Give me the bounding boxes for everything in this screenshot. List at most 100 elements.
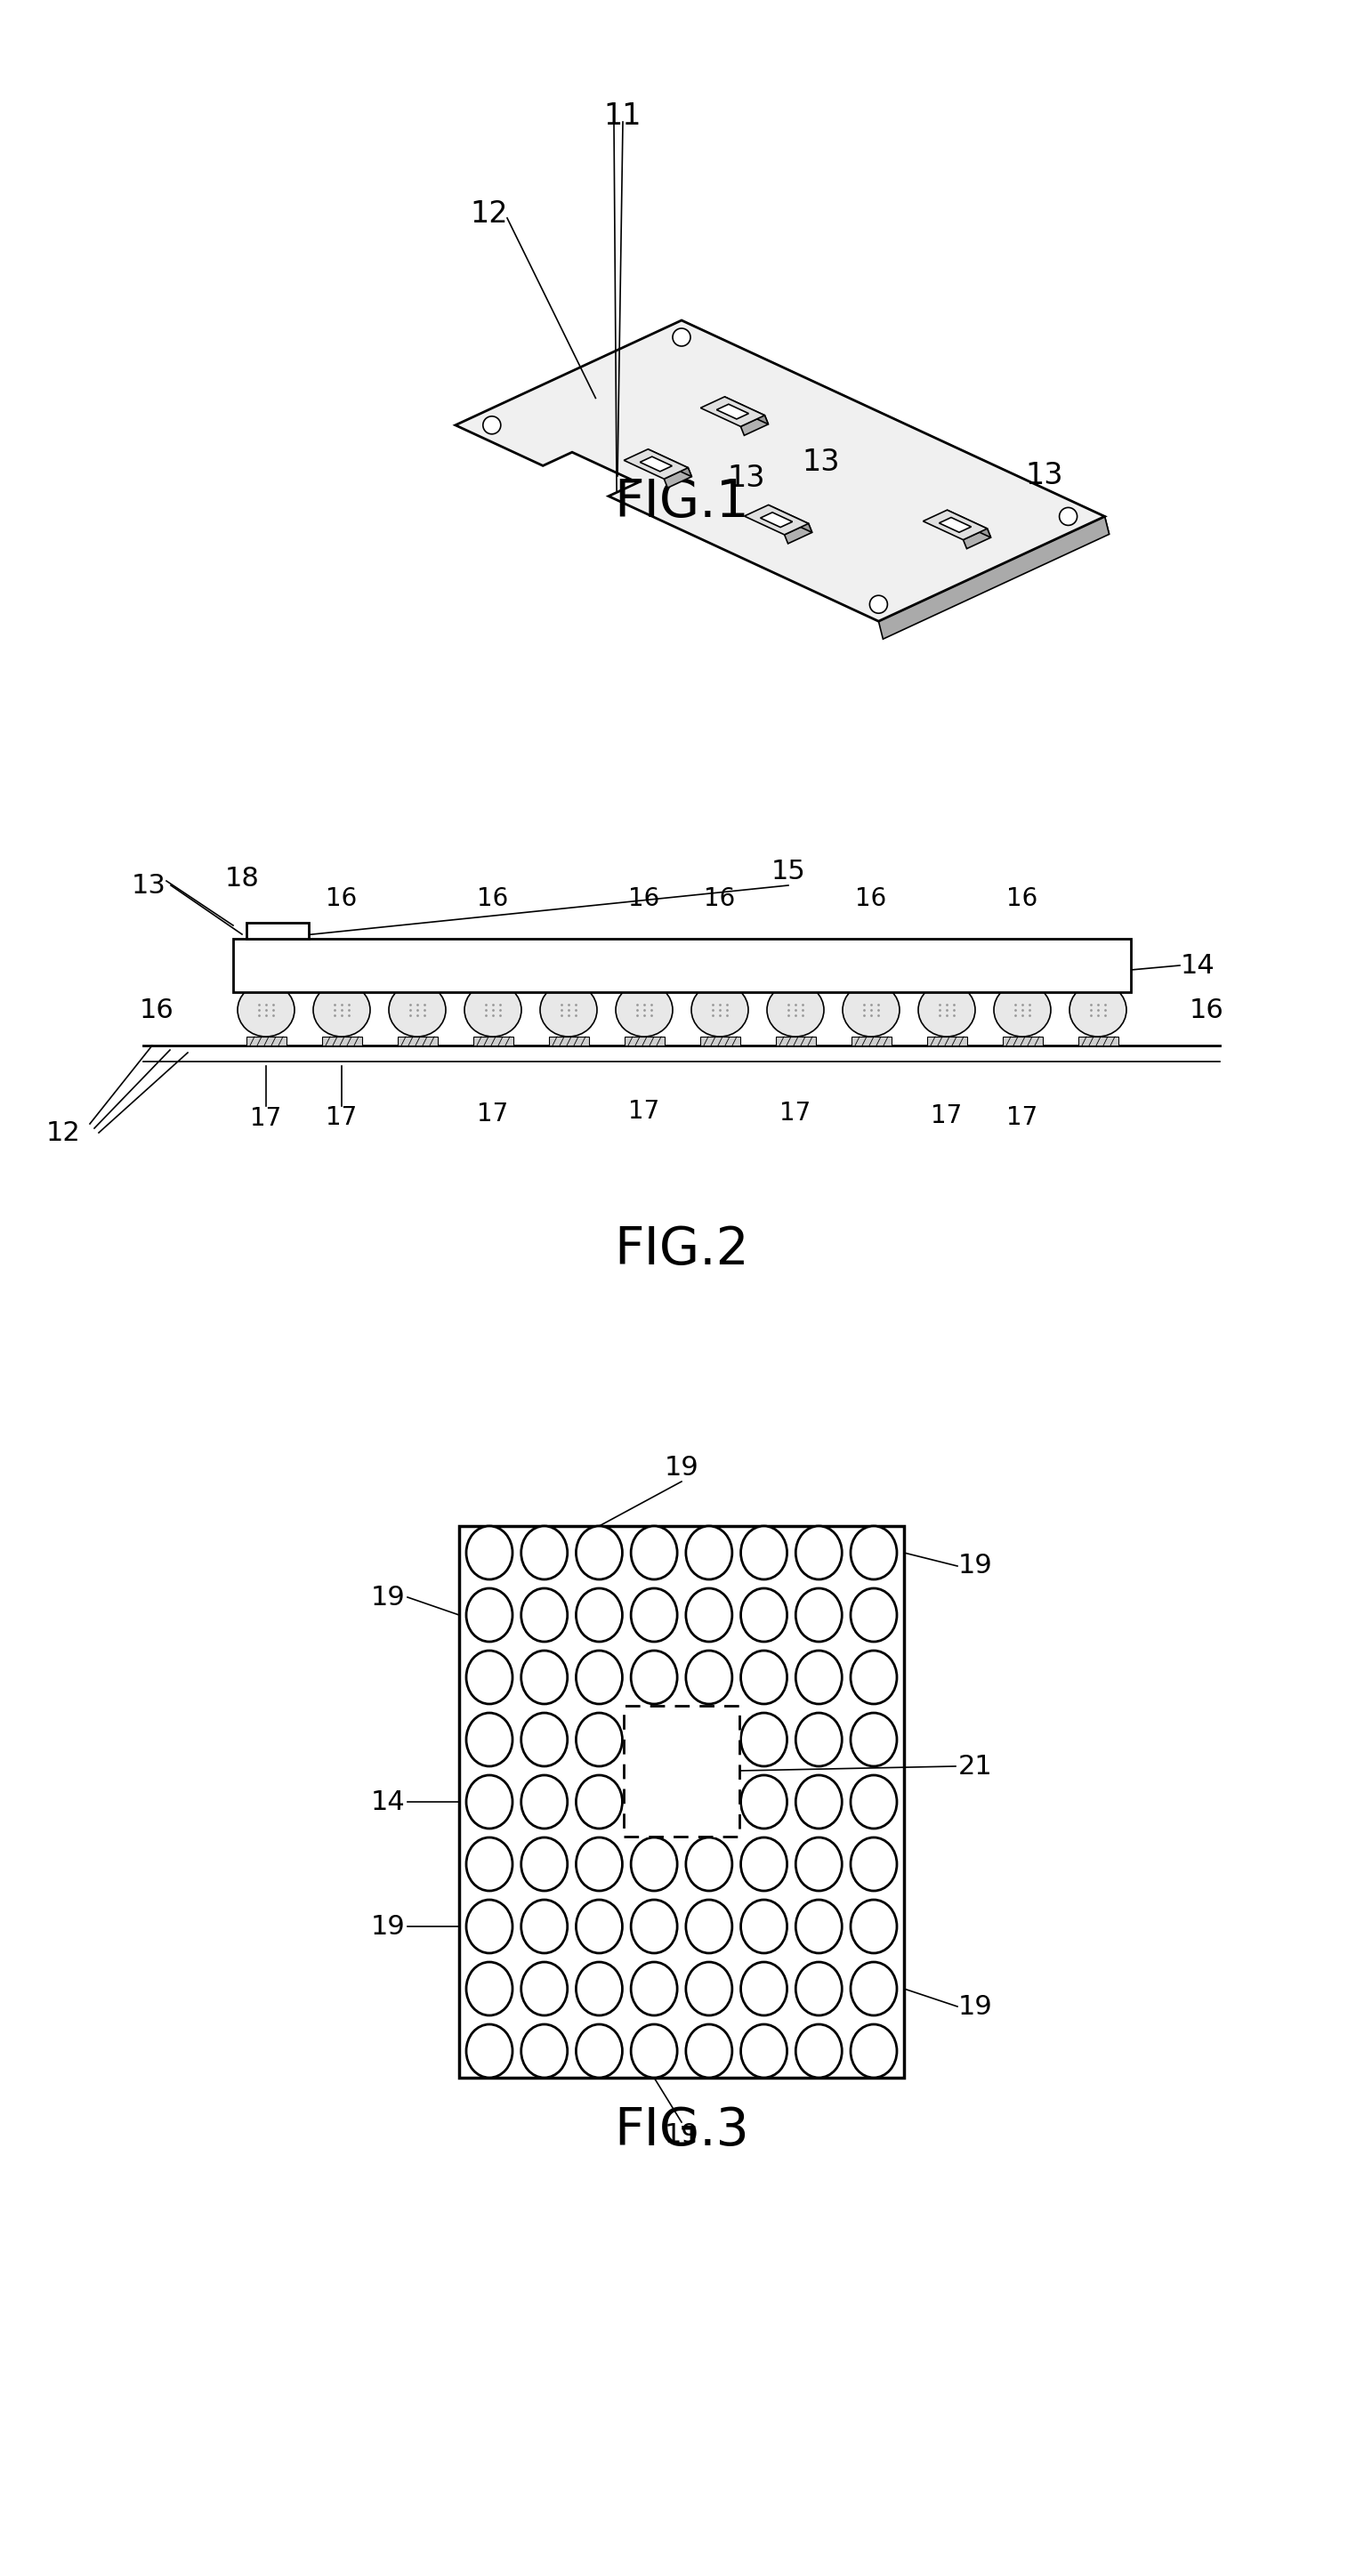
Ellipse shape [521, 1525, 567, 1579]
Text: 17: 17 [1007, 1105, 1038, 1131]
Ellipse shape [741, 1713, 787, 1767]
Ellipse shape [632, 1713, 678, 1767]
FancyBboxPatch shape [1079, 1036, 1118, 1046]
FancyBboxPatch shape [247, 922, 308, 938]
Ellipse shape [851, 2025, 898, 2079]
FancyBboxPatch shape [776, 1036, 816, 1046]
Ellipse shape [466, 1525, 513, 1579]
Ellipse shape [576, 2025, 622, 2079]
Ellipse shape [576, 1837, 622, 1891]
Text: 14: 14 [1180, 953, 1215, 979]
Polygon shape [938, 518, 971, 533]
Ellipse shape [851, 1899, 898, 1953]
Ellipse shape [779, 1025, 812, 1036]
Polygon shape [768, 505, 812, 533]
Ellipse shape [632, 1589, 678, 1641]
FancyBboxPatch shape [928, 1036, 967, 1046]
FancyBboxPatch shape [623, 1705, 739, 1837]
Ellipse shape [576, 1651, 622, 1703]
FancyBboxPatch shape [460, 1525, 904, 2079]
Text: FIG.1: FIG.1 [614, 477, 749, 528]
Ellipse shape [795, 1713, 842, 1767]
Ellipse shape [540, 984, 597, 1036]
Ellipse shape [851, 1651, 898, 1703]
Text: 19: 19 [664, 1455, 698, 1481]
Ellipse shape [741, 2025, 787, 2079]
Text: 19: 19 [958, 1994, 993, 2020]
FancyBboxPatch shape [322, 1036, 361, 1046]
Ellipse shape [250, 1025, 282, 1036]
Ellipse shape [741, 1651, 787, 1703]
Ellipse shape [795, 2025, 842, 2079]
Ellipse shape [795, 1589, 842, 1641]
Ellipse shape [615, 984, 672, 1036]
Ellipse shape [686, 2025, 732, 2079]
Ellipse shape [521, 1713, 567, 1767]
Ellipse shape [994, 984, 1050, 1036]
Polygon shape [745, 505, 809, 536]
Ellipse shape [521, 1775, 567, 1829]
Ellipse shape [855, 1025, 887, 1036]
Ellipse shape [465, 984, 521, 1036]
Text: 21: 21 [958, 1754, 993, 1780]
Ellipse shape [629, 1025, 660, 1036]
Ellipse shape [767, 984, 824, 1036]
Ellipse shape [576, 1589, 622, 1641]
Ellipse shape [466, 1589, 513, 1641]
Polygon shape [784, 523, 812, 544]
Text: 19: 19 [371, 1584, 405, 1610]
Text: 16: 16 [704, 886, 735, 912]
Ellipse shape [686, 1775, 732, 1829]
Ellipse shape [632, 1963, 678, 2014]
Text: 16: 16 [139, 997, 173, 1023]
Ellipse shape [851, 1775, 898, 1829]
Polygon shape [701, 397, 765, 428]
Ellipse shape [1069, 984, 1127, 1036]
Ellipse shape [401, 1025, 434, 1036]
Text: 17: 17 [780, 1100, 812, 1126]
Ellipse shape [795, 1899, 842, 1953]
FancyBboxPatch shape [851, 1036, 892, 1046]
Ellipse shape [704, 1025, 735, 1036]
FancyBboxPatch shape [700, 1036, 741, 1046]
Text: 13: 13 [1026, 461, 1063, 489]
Text: 15: 15 [771, 860, 806, 886]
Ellipse shape [466, 1837, 513, 1891]
Ellipse shape [552, 1025, 585, 1036]
Ellipse shape [918, 984, 975, 1036]
Text: 18: 18 [225, 866, 259, 891]
Text: 16: 16 [855, 886, 887, 912]
Ellipse shape [576, 1963, 622, 2014]
Polygon shape [741, 415, 768, 435]
Ellipse shape [686, 1589, 732, 1641]
Ellipse shape [686, 1899, 732, 1953]
Circle shape [870, 595, 888, 613]
Ellipse shape [632, 1651, 678, 1703]
Polygon shape [760, 513, 792, 528]
Ellipse shape [521, 1963, 567, 2014]
Ellipse shape [795, 1837, 842, 1891]
Polygon shape [963, 528, 990, 549]
Circle shape [483, 417, 501, 433]
FancyBboxPatch shape [625, 1036, 664, 1046]
Polygon shape [456, 319, 1105, 621]
Ellipse shape [851, 1525, 898, 1579]
Ellipse shape [930, 1025, 963, 1036]
Ellipse shape [466, 2025, 513, 2079]
Text: 11: 11 [604, 100, 641, 131]
Text: 17: 17 [326, 1105, 357, 1131]
Ellipse shape [314, 984, 370, 1036]
Circle shape [1060, 507, 1078, 526]
Ellipse shape [851, 1963, 898, 2014]
Ellipse shape [632, 1775, 678, 1829]
Text: 16: 16 [1189, 997, 1224, 1023]
Ellipse shape [389, 984, 446, 1036]
Ellipse shape [632, 1837, 678, 1891]
Polygon shape [623, 448, 687, 479]
Ellipse shape [466, 1713, 513, 1767]
Text: 16: 16 [1007, 886, 1038, 912]
Polygon shape [878, 515, 1109, 639]
Text: 13: 13 [727, 464, 765, 492]
Polygon shape [923, 510, 988, 541]
Ellipse shape [477, 1025, 509, 1036]
